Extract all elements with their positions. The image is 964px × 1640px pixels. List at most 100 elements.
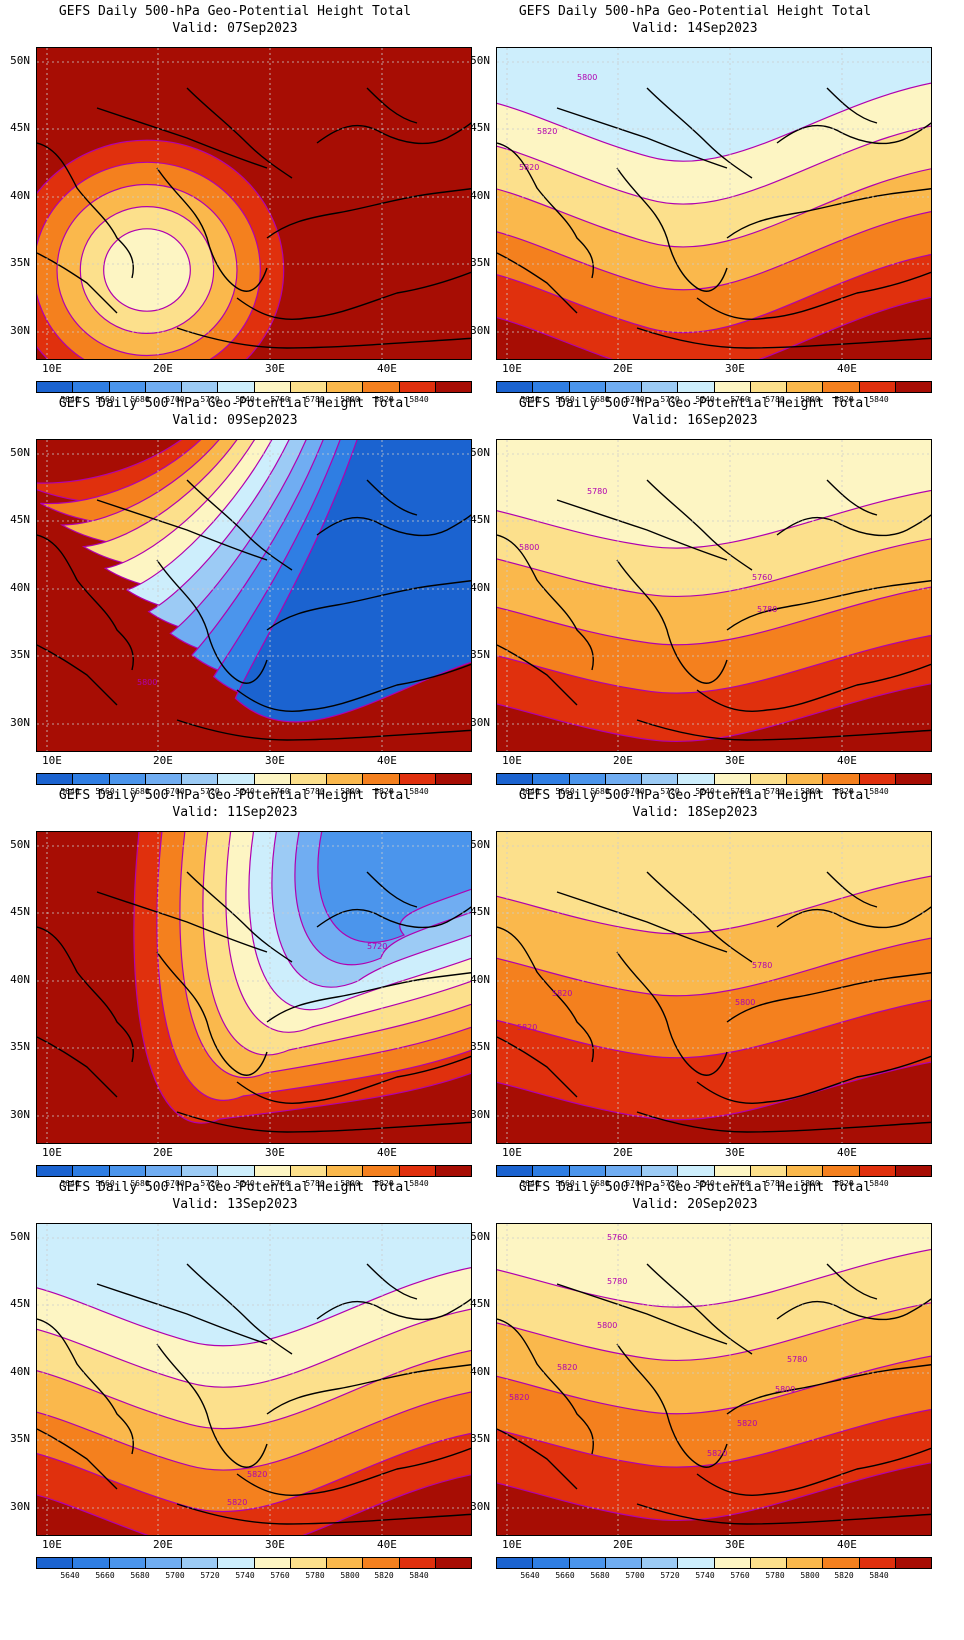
coastline [156,1343,268,1468]
coastline [316,1298,471,1321]
longitude-label: 40E [377,1146,397,1159]
colorbar-swatch [399,774,436,784]
coastline [636,719,931,741]
colorbar-swatch [569,1558,606,1568]
colorbar-label: 5720 [200,787,220,796]
colorbar-label: 5640 [520,395,540,404]
contour-label: 5820 [517,1023,537,1032]
colorbar-swatch [859,774,896,784]
colorbar-swatch [678,774,715,784]
height-band [497,1224,931,1308]
colorbar-label: 5820 [834,395,854,404]
contour-label: 5780 [607,1277,627,1286]
latitude-label: 40N [10,189,30,202]
colorbar-label: 5680 [130,395,150,404]
coastline [96,107,268,169]
colorbar-swatch [254,774,291,784]
colorbar-label: 5780 [765,787,785,796]
forecast-panel: GEFS Daily 500-hPa Geo-Potential Height … [460,0,932,404]
colorbar-label: 5660 [555,1179,575,1188]
panel-title: GEFS Daily 500-hPa Geo-Potential Height … [518,4,872,19]
longitude-label: 20E [153,754,173,767]
coastline [366,479,418,516]
height-map: 5800 5820 5820 [496,47,932,360]
panel-valid-date: Valid: 13Sep2023 [172,1197,298,1212]
coastline [176,719,471,741]
latitude-label: 30N [10,324,30,337]
colorbar-swatch [750,1558,787,1568]
colorbar-label: 5660 [95,1179,115,1188]
contour-label: 5820 [537,127,557,136]
colorbar-label: 5680 [130,787,150,796]
colorbar-swatch [218,1166,255,1176]
colorbar-swatch [569,382,606,392]
colorbar-swatch [859,382,896,392]
longitude-label: 30E [725,754,745,767]
coastline [776,514,931,537]
coastline [776,1298,931,1321]
colorbar-label: 5760 [730,1571,750,1580]
longitude-label: 30E [725,1146,745,1159]
coastline [826,87,878,124]
colorbar-label: 5720 [660,1179,680,1188]
latitude-label: 35N [10,1040,30,1053]
coastline [826,1263,878,1300]
height-map-svg: 5800 5820 5820 [497,48,931,359]
colorbar-swatch [145,382,182,392]
colorbar-swatch [823,1166,860,1176]
coastline [37,252,118,314]
coastline [37,1318,134,1455]
longitude-label: 10E [502,362,522,375]
colorbar-swatch [750,1166,787,1176]
coastline [37,644,118,706]
colorbar-label: 5820 [834,1571,854,1580]
colorbar-label: 5720 [660,787,680,796]
coastline [316,514,471,537]
colorbar-swatch [182,774,219,784]
coastline [37,534,134,671]
contour-label: 5820 [519,163,539,172]
latitude-label: 50N [10,54,30,67]
colorbar-label: 5800 [800,1571,820,1580]
longitude-label: 20E [153,1538,173,1551]
colorbar-label: 5720 [660,1571,680,1580]
height-band [497,48,931,162]
coastline [646,1263,753,1355]
colorbar-swatch [327,382,364,392]
latitude-label: 40N [10,1365,30,1378]
colorbar-swatch [642,774,679,784]
coastline [236,1055,471,1104]
contour-label: 5760 [607,1233,627,1242]
colorbar-swatch [37,1166,74,1176]
longitude-label: 40E [837,1146,857,1159]
longitude-label: 20E [153,1146,173,1159]
colorbar-label: 5780 [765,1179,785,1188]
colorbar-swatch [109,1166,146,1176]
height-map: 5780 5800 5760 5780 [496,439,932,752]
colorbar-swatch [363,1166,400,1176]
panel-title: GEFS Daily 500-hPa Geo-Potential Height … [518,396,872,411]
latitude-label: 45N [10,513,30,526]
panel-title: GEFS Daily 500-hPa Geo-Potential Height … [518,1180,872,1195]
latitude-label: 35N [470,1432,490,1445]
colorbar-label: 5720 [200,395,220,404]
colorbar-swatch [750,382,787,392]
height-map-svg: 5780 5800 5760 5780 [497,440,931,751]
colorbar-label: 5840 [409,787,429,796]
coastline [186,871,293,963]
colorbar-swatch [823,774,860,784]
colorbar-label: 5800 [340,1179,360,1188]
coastline [236,663,471,712]
colorbar-label: 5840 [869,787,889,796]
coastline [266,1364,471,1415]
colorbar-label: 5820 [834,787,854,796]
contour-label: 5820 [509,1393,529,1402]
colorbar-swatch [254,1558,291,1568]
coastline [497,142,594,279]
colorbar-swatch [109,382,146,392]
colorbar [496,1557,932,1569]
colorbar-swatch [109,1558,146,1568]
latitude-label: 45N [470,1297,490,1310]
coastline [156,951,268,1076]
coastline [616,951,728,1076]
